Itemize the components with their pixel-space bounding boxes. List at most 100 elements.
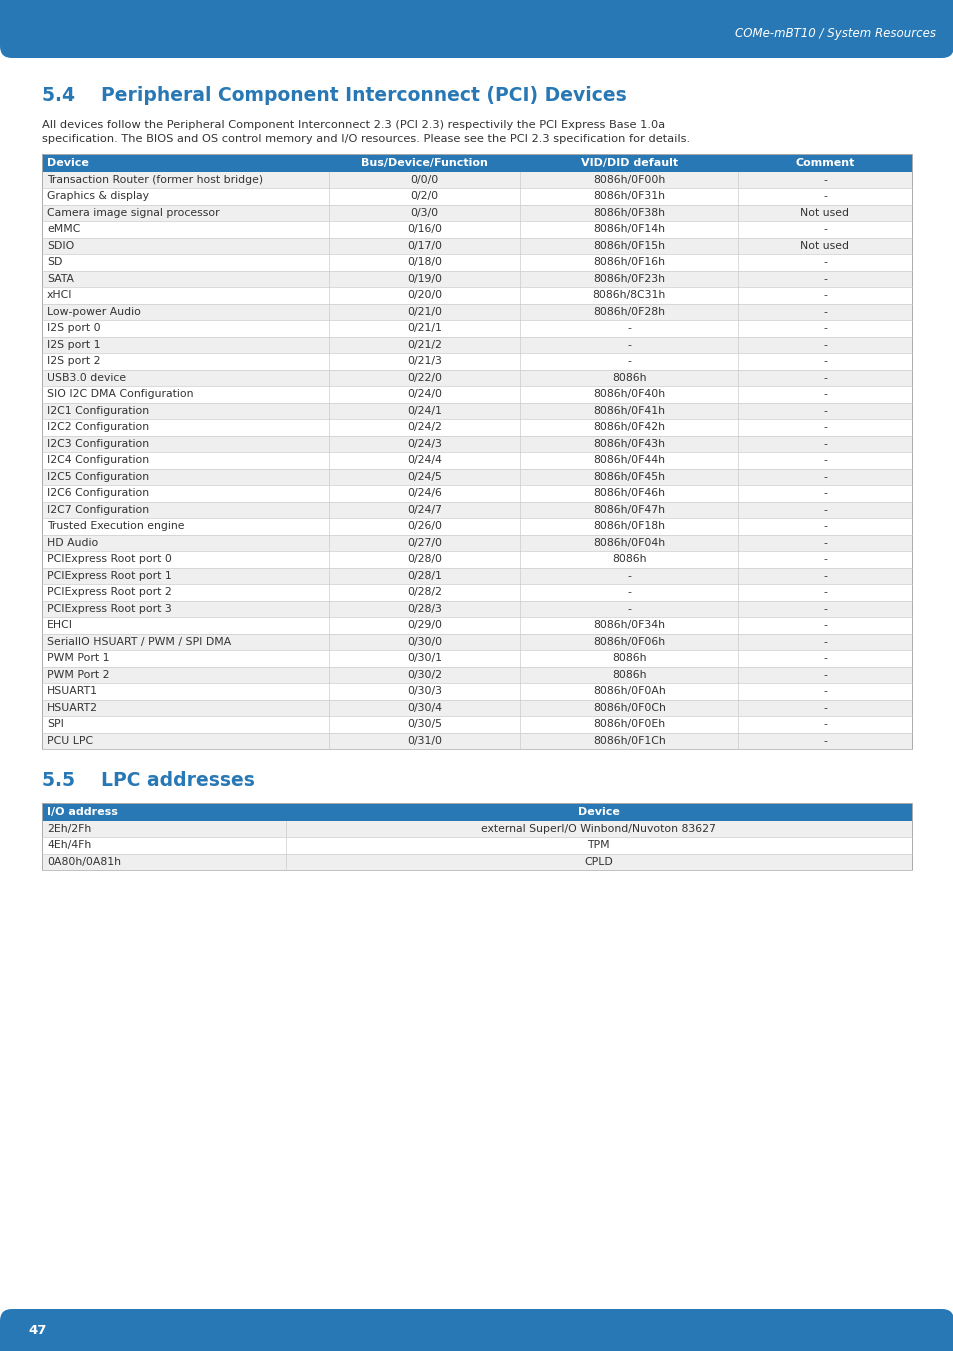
Text: -: - xyxy=(822,636,826,647)
Text: 0/2/0: 0/2/0 xyxy=(411,192,438,201)
Text: 5.5    LPC addresses: 5.5 LPC addresses xyxy=(42,771,254,790)
Text: -: - xyxy=(822,307,826,316)
Text: 47: 47 xyxy=(28,1324,47,1336)
Text: 0/24/4: 0/24/4 xyxy=(407,455,442,465)
Text: Transaction Router (former host bridge): Transaction Router (former host bridge) xyxy=(47,174,263,185)
Bar xyxy=(42,684,911,700)
Bar xyxy=(42,403,911,419)
Text: -: - xyxy=(822,654,826,663)
Text: 0/30/0: 0/30/0 xyxy=(407,636,442,647)
Text: -: - xyxy=(822,471,826,482)
Text: 8086h/8C31h: 8086h/8C31h xyxy=(592,290,665,300)
Text: 8086h/0F1Ch: 8086h/0F1Ch xyxy=(592,736,665,746)
Text: CPLD: CPLD xyxy=(584,857,613,867)
Text: -: - xyxy=(822,554,826,565)
Text: I2C5 Configuration: I2C5 Configuration xyxy=(47,471,149,482)
Text: 0/22/0: 0/22/0 xyxy=(407,373,442,382)
Text: 8086h/0F38h: 8086h/0F38h xyxy=(593,208,664,218)
Text: -: - xyxy=(822,439,826,449)
Text: I2C3 Configuration: I2C3 Configuration xyxy=(47,439,149,449)
Text: Camera image signal processor: Camera image signal processor xyxy=(47,208,219,218)
Text: 0/24/7: 0/24/7 xyxy=(407,505,442,515)
Bar xyxy=(42,320,911,336)
Text: Not used: Not used xyxy=(800,208,848,218)
Text: -: - xyxy=(822,505,826,515)
Text: HSUART1: HSUART1 xyxy=(47,686,98,696)
Text: 0/28/1: 0/28/1 xyxy=(407,570,442,581)
Bar xyxy=(42,286,911,304)
Text: 2Eh/2Fh: 2Eh/2Fh xyxy=(47,824,91,834)
Text: 8086h/0F47h: 8086h/0F47h xyxy=(593,505,664,515)
Text: PCIExpress Root port 1: PCIExpress Root port 1 xyxy=(47,570,172,581)
Text: 0/21/1: 0/21/1 xyxy=(407,323,442,334)
Text: TPM: TPM xyxy=(587,840,610,850)
Text: 8086h/0F0Ah: 8086h/0F0Ah xyxy=(592,686,665,696)
Text: -: - xyxy=(822,570,826,581)
Text: -: - xyxy=(822,686,826,696)
Bar xyxy=(42,353,911,370)
Text: 8086h/0F46h: 8086h/0F46h xyxy=(593,488,664,499)
Text: -: - xyxy=(822,290,826,300)
Text: -: - xyxy=(822,192,826,201)
Text: -: - xyxy=(822,604,826,613)
Text: Graphics & display: Graphics & display xyxy=(47,192,149,201)
Text: 8086h: 8086h xyxy=(612,373,646,382)
Text: -: - xyxy=(822,323,826,334)
FancyBboxPatch shape xyxy=(0,1309,953,1351)
Text: -: - xyxy=(822,455,826,465)
Text: 8086h/0F04h: 8086h/0F04h xyxy=(593,538,664,547)
Text: 8086h/0F44h: 8086h/0F44h xyxy=(593,455,664,465)
Bar xyxy=(42,732,911,748)
Text: -: - xyxy=(627,604,631,613)
Text: 8086h/0F34h: 8086h/0F34h xyxy=(593,620,664,631)
Text: -: - xyxy=(822,538,826,547)
Bar xyxy=(42,453,911,469)
Text: 0/29/0: 0/29/0 xyxy=(407,620,442,631)
Text: 8086h/0F42h: 8086h/0F42h xyxy=(593,423,664,432)
Text: 8086h/0F43h: 8086h/0F43h xyxy=(593,439,664,449)
Text: -: - xyxy=(822,174,826,185)
Text: -: - xyxy=(822,670,826,680)
Text: 8086h/0F45h: 8086h/0F45h xyxy=(593,471,664,482)
Bar xyxy=(42,386,911,403)
Bar xyxy=(42,304,911,320)
Text: 8086h/0F28h: 8086h/0F28h xyxy=(593,307,664,316)
Text: 8086h/0F15h: 8086h/0F15h xyxy=(593,240,664,251)
Text: eMMC: eMMC xyxy=(47,224,80,234)
Text: specification. The BIOS and OS control memory and I/O resources. Please see the : specification. The BIOS and OS control m… xyxy=(42,134,689,145)
Bar xyxy=(42,469,911,485)
Text: 0/24/6: 0/24/6 xyxy=(407,488,442,499)
Bar xyxy=(42,501,911,517)
Text: -: - xyxy=(822,588,826,597)
Text: I2C1 Configuration: I2C1 Configuration xyxy=(47,405,149,416)
Text: 8086h/0F16h: 8086h/0F16h xyxy=(593,257,664,267)
Bar xyxy=(42,517,911,535)
Text: 0/30/1: 0/30/1 xyxy=(407,654,442,663)
Text: -: - xyxy=(822,736,826,746)
Text: 0/28/0: 0/28/0 xyxy=(407,554,442,565)
Bar xyxy=(42,820,911,838)
Bar xyxy=(42,584,911,600)
Text: 0/26/0: 0/26/0 xyxy=(407,521,442,531)
Text: -: - xyxy=(822,719,826,730)
Text: 0/24/5: 0/24/5 xyxy=(407,471,442,482)
Text: SATA: SATA xyxy=(47,274,74,284)
Text: 0/30/3: 0/30/3 xyxy=(407,686,442,696)
Text: xHCI: xHCI xyxy=(47,290,72,300)
Text: 5.4    Peripheral Component Interconnect (PCI) Devices: 5.4 Peripheral Component Interconnect (P… xyxy=(42,86,626,105)
Text: 0/28/3: 0/28/3 xyxy=(407,604,442,613)
Bar xyxy=(0,1329,953,1351)
FancyBboxPatch shape xyxy=(0,0,953,58)
Text: -: - xyxy=(822,224,826,234)
Text: USB3.0 device: USB3.0 device xyxy=(47,373,126,382)
Text: I2C4 Configuration: I2C4 Configuration xyxy=(47,455,149,465)
Text: Device: Device xyxy=(47,158,89,168)
Text: VID/DID default: VID/DID default xyxy=(580,158,677,168)
Text: -: - xyxy=(627,323,631,334)
Text: 0/27/0: 0/27/0 xyxy=(407,538,442,547)
Text: I2C7 Configuration: I2C7 Configuration xyxy=(47,505,149,515)
Bar xyxy=(42,370,911,386)
Text: 8086h/0F00h: 8086h/0F00h xyxy=(593,174,664,185)
Bar xyxy=(42,154,911,172)
Text: 0/0/0: 0/0/0 xyxy=(410,174,438,185)
